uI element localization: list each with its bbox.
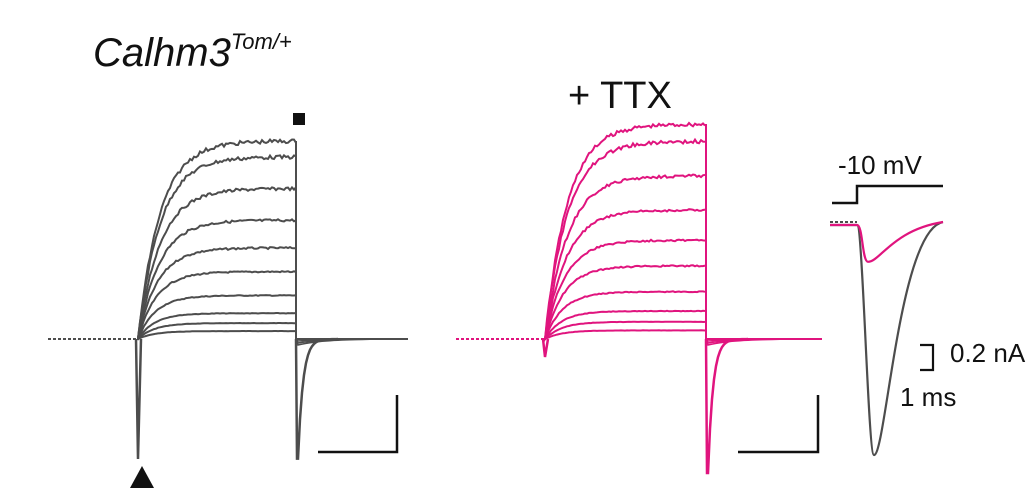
control-traces (134, 138, 379, 460)
trace-ttx-6 (544, 238, 706, 340)
control-panel (48, 113, 408, 488)
trace-ttx-4 (544, 290, 706, 340)
inset-voltage-step (832, 184, 943, 205)
end-marker-square (293, 113, 305, 125)
trace-control-7 (137, 218, 297, 341)
trace-control-5 (137, 270, 297, 340)
inset-scale-bar (920, 343, 935, 372)
trace-ttx-5 (544, 264, 706, 340)
trace-control-6 (137, 245, 296, 339)
tail-spread-control-3 (295, 338, 378, 342)
trace-ttx-2 (544, 320, 706, 340)
trace-ttx-10 (544, 121, 706, 340)
ttx-traces (541, 121, 789, 475)
trace-ttx-7 (544, 208, 706, 339)
trace-ttx-9 (544, 137, 706, 341)
trace-ttx-8 (544, 173, 706, 340)
inset-control-trace (830, 220, 944, 457)
control-title: Calhm3Tom/+ (93, 29, 292, 75)
trace-control-2 (137, 321, 297, 340)
inset-voltage-label: -10 mV (838, 150, 922, 180)
trace-control-10 (137, 138, 297, 339)
trace-control-1 (137, 330, 296, 340)
ttx-scale-bar (738, 395, 820, 454)
tail-spread-ttx-3 (705, 338, 788, 342)
tail-current-control (294, 337, 339, 460)
inset-panel: -10 mV 0.2 nA 1 ms (830, 150, 1026, 457)
trace-control-8 (137, 185, 297, 339)
trace-ttx-3 (544, 309, 706, 343)
onset-transient-control (134, 338, 143, 460)
control-scale-bar (318, 395, 399, 454)
onset-transient-ttx (541, 338, 550, 358)
inset-scale-time: 1 ms (900, 382, 956, 412)
onset-marker-triangle (130, 466, 154, 488)
trace-control-4 (137, 294, 297, 340)
inset-ttx-trace (830, 220, 944, 263)
trace-control-9 (137, 153, 297, 339)
inset-scale-current: 0.2 nA (950, 338, 1026, 368)
trace-control-3 (137, 312, 297, 340)
ttx-panel (456, 121, 822, 475)
ttx-title: + TTX (568, 75, 672, 117)
trace-ttx-1 (544, 329, 706, 340)
